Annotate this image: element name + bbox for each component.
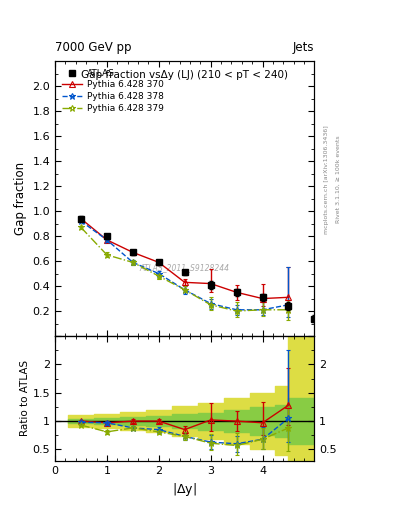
Text: Rivet 3.1.10, ≥ 100k events: Rivet 3.1.10, ≥ 100k events xyxy=(336,135,341,223)
Text: mcplots.cern.ch [arXiv:1306.3436]: mcplots.cern.ch [arXiv:1306.3436] xyxy=(324,125,329,233)
Text: 7000 GeV pp: 7000 GeV pp xyxy=(55,41,132,54)
Y-axis label: Gap fraction: Gap fraction xyxy=(14,162,27,236)
Legend: ATLAS, Pythia 6.428 370, Pythia 6.428 378, Pythia 6.428 379: ATLAS, Pythia 6.428 370, Pythia 6.428 37… xyxy=(59,66,166,116)
Text: ATLAS_2011_S9128244: ATLAS_2011_S9128244 xyxy=(140,263,230,272)
X-axis label: |$\Delta$y|: |$\Delta$y| xyxy=(172,481,197,498)
Text: Gap fraction vsΔy (LJ) (210 < pT < 240): Gap fraction vsΔy (LJ) (210 < pT < 240) xyxy=(81,70,288,80)
Text: Jets: Jets xyxy=(293,41,314,54)
Y-axis label: Ratio to ATLAS: Ratio to ATLAS xyxy=(20,360,30,436)
